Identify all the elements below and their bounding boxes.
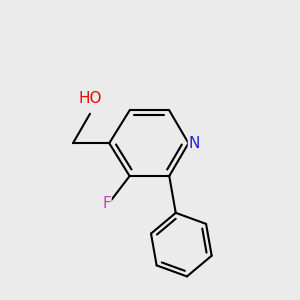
Text: HO: HO xyxy=(78,91,102,106)
Text: N: N xyxy=(188,136,200,151)
Text: F: F xyxy=(102,196,111,211)
